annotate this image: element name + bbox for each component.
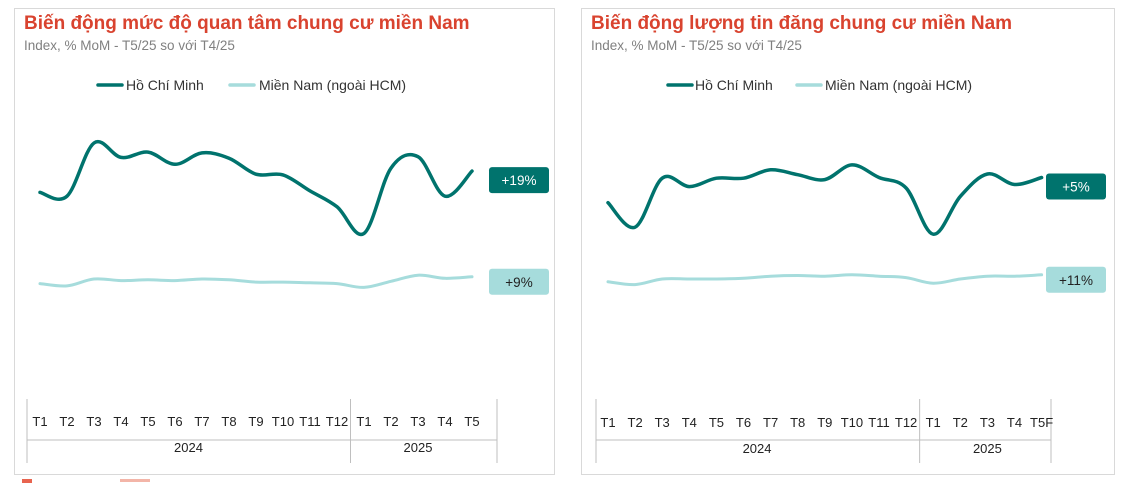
- chart-panel-listings: Biến động lượng tin đăng chung cư miền N…: [581, 8, 1115, 475]
- x-tick-label: T10: [272, 414, 294, 429]
- svg-text:+9%: +9%: [505, 275, 532, 290]
- x-tick-label: T9: [817, 415, 832, 430]
- x-tick-label: T2: [383, 414, 398, 429]
- x-axis: [595, 399, 1052, 463]
- x-tick-label: T9: [248, 414, 263, 429]
- x-tick-label: T12: [326, 414, 348, 429]
- x-tick-label: T3: [410, 414, 425, 429]
- x-group-label: 2025: [973, 441, 1002, 456]
- x-tick-label: T5: [140, 414, 155, 429]
- x-group-label: 2024: [174, 440, 203, 455]
- chart-subtitle: Index, % MoM - T5/25 so với T4/25: [24, 38, 235, 53]
- x-tick-label: T7: [194, 414, 209, 429]
- series-line-0: [38, 139, 474, 237]
- x-tick-label: T6: [167, 414, 182, 429]
- x-tick-label: T4: [682, 415, 697, 430]
- x-tick-label: T3: [980, 415, 995, 430]
- x-tick-label: T2: [953, 415, 968, 430]
- chart-panel-interest: Biến động mức độ quan tâm chung cư miền …: [14, 8, 555, 475]
- series-line-0: [606, 163, 1044, 236]
- legend-label-1: Miền Nam (ngoài HCM): [259, 77, 406, 93]
- x-tick-label: T8: [221, 414, 236, 429]
- x-tick-label: T3: [86, 414, 101, 429]
- x-tick-label: T12: [895, 415, 917, 430]
- x-tick-label: T1: [926, 415, 941, 430]
- x-tick-label: T5F: [1030, 415, 1053, 430]
- x-tick-label: T2: [628, 415, 643, 430]
- change-badge-1: +9%: [489, 268, 549, 295]
- svg-text:+11%: +11%: [1059, 273, 1093, 288]
- x-tick-label: T7: [763, 415, 778, 430]
- x-tick-label: T5: [709, 415, 724, 430]
- svg-text:+19%: +19%: [502, 173, 537, 188]
- change-badge-0: +5%: [1046, 173, 1106, 200]
- x-tick-label: T5: [464, 414, 479, 429]
- x-tick-label: T2: [59, 414, 74, 429]
- chart-subtitle: Index, % MoM - T5/25 so với T4/25: [591, 38, 802, 53]
- chart-title: Biến động lượng tin đăng chung cư miền N…: [591, 13, 1013, 34]
- x-tick-label: T3: [655, 415, 670, 430]
- legend-label-1: Miền Nam (ngoài HCM): [825, 77, 972, 93]
- legend-label-0: Hồ Chí Minh: [126, 77, 204, 93]
- line-chart-interest: Hồ Chí Minh Miền Nam (ngoài HCM) 2024 2025 T…: [26, 77, 549, 463]
- line-chart-listings: Hồ Chí Minh Miền Nam (ngoài HCM) 2024 2025 T…: [595, 77, 1106, 463]
- footer-logo-fragment: [22, 479, 150, 483]
- x-tick-label: T6: [736, 415, 751, 430]
- x-tick-label: T11: [299, 414, 320, 429]
- x-tick-label: T1: [32, 414, 47, 429]
- series-line-1: [606, 273, 1044, 287]
- x-tick-label: T4: [113, 414, 128, 429]
- series-line-1: [38, 273, 474, 289]
- x-tick-label: T4: [1007, 415, 1022, 430]
- change-badge-1: +11%: [1046, 266, 1106, 293]
- legend-label-0: Hồ Chí Minh: [695, 77, 773, 93]
- x-tick-label: T4: [437, 414, 452, 429]
- x-group-label: 2025: [404, 440, 433, 455]
- x-tick-label: T8: [790, 415, 805, 430]
- x-tick-label: T1: [356, 414, 371, 429]
- chart-title: Biến động mức độ quan tâm chung cư miền …: [24, 13, 470, 34]
- change-badge-0: +19%: [489, 167, 549, 194]
- svg-text:+5%: +5%: [1062, 180, 1089, 195]
- x-tick-label: T10: [841, 415, 863, 430]
- x-axis: [26, 399, 498, 463]
- x-group-label: 2024: [743, 441, 772, 456]
- x-tick-label: T1: [600, 415, 615, 430]
- x-tick-label: T11: [868, 415, 889, 430]
